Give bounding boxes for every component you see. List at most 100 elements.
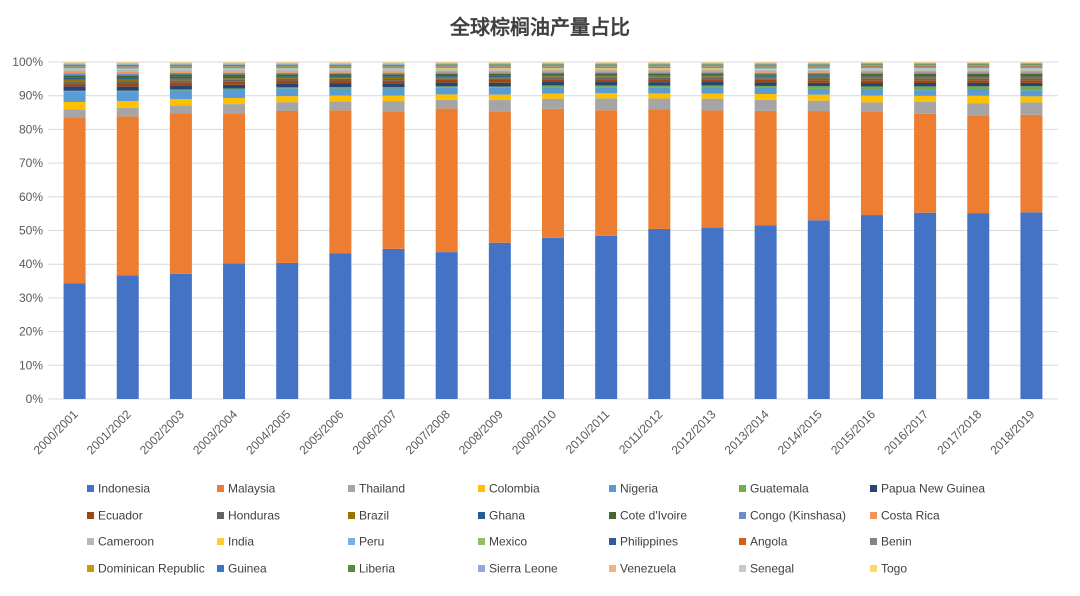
bar-segment xyxy=(329,65,351,66)
bar-segment xyxy=(329,73,351,74)
bar-segment xyxy=(117,72,139,74)
bar-segment xyxy=(914,114,936,213)
bar-segment xyxy=(808,65,830,66)
legend-label: Togo xyxy=(881,562,907,576)
legend-swatch xyxy=(609,538,616,545)
bar-segment xyxy=(276,66,298,67)
bar-segment xyxy=(967,83,989,86)
bar-segment xyxy=(276,111,298,263)
bar-segment xyxy=(117,78,139,80)
bar-segment xyxy=(436,74,458,76)
y-tick-label: 90% xyxy=(19,89,43,103)
bar-segment xyxy=(701,76,723,77)
bar-segment xyxy=(755,94,777,100)
bar-segment xyxy=(1020,78,1042,80)
bar-segment xyxy=(276,63,298,64)
y-tick-label: 20% xyxy=(19,325,43,339)
bar-segment xyxy=(64,80,86,82)
bar-segment xyxy=(117,80,139,82)
bar-segment xyxy=(1020,64,1042,65)
bar-segment xyxy=(755,69,777,70)
bar-segment xyxy=(329,66,351,67)
bar-segment xyxy=(223,71,245,73)
bar-segment xyxy=(808,64,830,65)
bar-segment xyxy=(436,64,458,65)
bar-segment xyxy=(861,112,883,216)
bar-segment xyxy=(223,113,245,263)
legend-swatch xyxy=(739,485,746,492)
bar-segment xyxy=(648,99,670,110)
bar-segment xyxy=(861,83,883,86)
bar-segment xyxy=(648,63,670,64)
bar-segment xyxy=(223,78,245,79)
bar-segment xyxy=(914,69,936,70)
legend-item: Congo (Kinshasa) xyxy=(739,509,846,523)
bar-segment xyxy=(117,67,139,68)
bar-segment xyxy=(861,86,883,89)
bar-segment xyxy=(436,76,458,77)
bar-segment xyxy=(383,96,405,101)
bar-segment xyxy=(276,79,298,81)
bar-segment xyxy=(595,67,617,68)
bar-segment xyxy=(1020,66,1042,67)
bar-segment xyxy=(117,65,139,66)
bar-segment xyxy=(648,86,670,88)
bar-segment xyxy=(489,64,511,65)
bar-segment xyxy=(595,78,617,80)
bar-segment xyxy=(1020,68,1042,69)
y-tick-label: 100% xyxy=(12,55,43,69)
bar-segment xyxy=(808,66,830,67)
bar-segment xyxy=(861,74,883,76)
bar-segment xyxy=(808,77,830,79)
bar-segment xyxy=(542,238,564,399)
bar-segment xyxy=(648,66,670,67)
legend-swatch xyxy=(739,538,746,545)
legend-label: Guinea xyxy=(228,562,267,576)
bar-segment xyxy=(383,83,405,87)
bar-segment xyxy=(967,66,989,67)
bar-segment xyxy=(489,243,511,399)
bar-segment xyxy=(276,81,298,84)
bar-segment xyxy=(701,79,723,82)
bar-segment xyxy=(436,109,458,253)
bar-stack xyxy=(595,62,617,399)
bar-segment xyxy=(1020,65,1042,66)
y-tick-label: 70% xyxy=(19,156,43,170)
bar-segment xyxy=(542,82,564,85)
bar-stack xyxy=(436,62,458,399)
bar-segment xyxy=(648,87,670,93)
bar-segment xyxy=(861,67,883,68)
bar-segment xyxy=(383,101,405,111)
bar-segment xyxy=(808,68,830,69)
bar-segment xyxy=(755,100,777,111)
bar-segment xyxy=(648,109,670,229)
legend-swatch xyxy=(87,512,94,519)
bar-segment xyxy=(489,71,511,73)
bar-segment xyxy=(595,75,617,76)
bar-segment xyxy=(436,68,458,69)
legend-label: India xyxy=(228,535,254,549)
bar-segment xyxy=(383,79,405,81)
bar-segment xyxy=(648,93,670,98)
bar-segment xyxy=(117,84,139,87)
bar-segment xyxy=(967,69,989,70)
bar-segment xyxy=(383,69,405,71)
legend-swatch xyxy=(348,538,355,545)
legend-swatch xyxy=(217,565,224,572)
bar-segment xyxy=(436,63,458,64)
bar-segment xyxy=(914,80,936,83)
bar-segment xyxy=(170,65,192,66)
bar-stack xyxy=(170,62,192,399)
bar-segment xyxy=(542,68,564,69)
bar-segment xyxy=(223,88,245,89)
bar-segment xyxy=(542,65,564,66)
legend-swatch xyxy=(348,565,355,572)
bar-segment xyxy=(117,91,139,92)
legend-label: Mexico xyxy=(489,535,527,549)
bar-stack xyxy=(914,62,936,399)
bar-segment xyxy=(436,72,458,73)
legend-label: Dominican Republic xyxy=(98,562,205,576)
bar-segment xyxy=(967,115,989,213)
